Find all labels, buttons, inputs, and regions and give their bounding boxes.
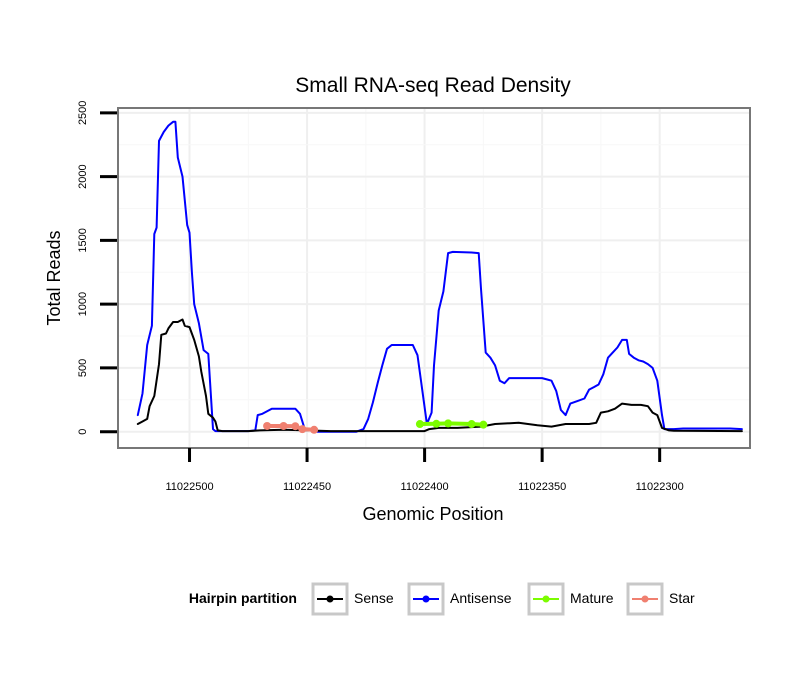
- series-line-sense: [136, 318, 743, 433]
- x-tick-label: 11022500: [165, 481, 213, 493]
- legend-label-mature: Mature: [570, 590, 614, 606]
- y-tick-label: 1500: [77, 228, 89, 252]
- data-point-mature: [467, 420, 476, 429]
- grid: [119, 109, 749, 447]
- series-layer: [136, 120, 743, 434]
- data-point-mature: [444, 419, 453, 428]
- chart-title: Small RNA-seq Read Density: [295, 74, 571, 97]
- legend-label-sense: Sense: [354, 590, 394, 606]
- data-point-mature: [432, 419, 441, 428]
- series-line-antisense: [136, 120, 743, 433]
- data-point-star: [263, 421, 272, 430]
- data-point-star: [310, 425, 319, 434]
- legend-title: Hairpin partition: [189, 590, 297, 606]
- y-tick-label: 500: [77, 359, 89, 377]
- y-tick-label: 2000: [77, 164, 89, 188]
- plot-panel: [117, 107, 751, 449]
- x-tick-label: 11022300: [636, 481, 684, 493]
- y-tick-label: 1000: [77, 292, 89, 316]
- y-tick-label: 0: [77, 429, 89, 435]
- x-tick-label: 11022350: [518, 481, 566, 493]
- data-point-star: [279, 421, 288, 430]
- legend-key-dot: [326, 595, 334, 603]
- legend-label-star: Star: [669, 590, 695, 606]
- x-tick-label: 11022450: [283, 481, 331, 493]
- data-point-star: [298, 425, 307, 434]
- legend-key-dot: [542, 595, 550, 603]
- data-point-mature: [415, 420, 424, 429]
- y-axis-title: Total Reads: [44, 230, 64, 325]
- data-point-star: [291, 422, 300, 431]
- x-axis-title: Genomic Position: [362, 504, 503, 524]
- x-tick-label: 11022400: [401, 481, 449, 493]
- legend-label-antisense: Antisense: [450, 590, 512, 606]
- y-tick-label: 2500: [77, 101, 89, 125]
- data-point-mature: [479, 420, 488, 429]
- legend-key-dot: [422, 595, 430, 603]
- axes: 11022500 11022450 11022400 11022350 11022300…: [77, 101, 684, 493]
- legend: Hairpin partition Sense Antisense Mature St…: [189, 582, 695, 616]
- legend-key-dot: [641, 595, 649, 603]
